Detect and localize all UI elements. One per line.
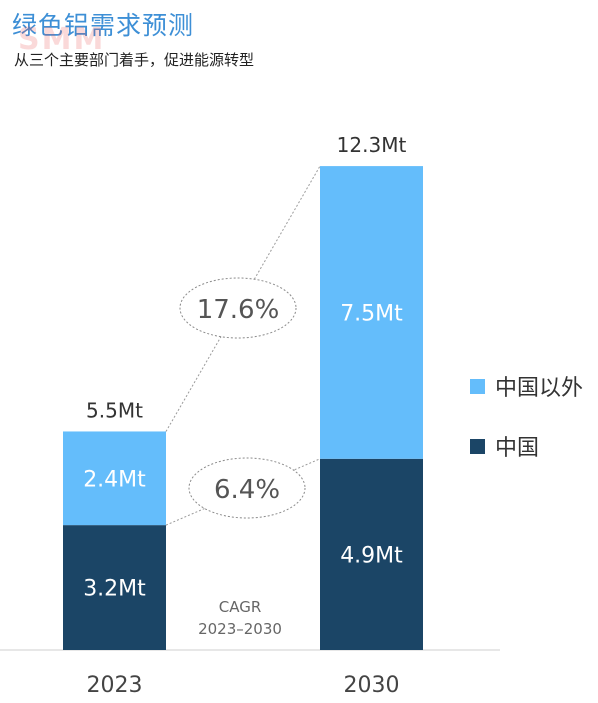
bar-segment-china xyxy=(320,458,423,650)
bar-value-label: 4.9Mt xyxy=(340,543,403,568)
cagr-value-china: 6.4% xyxy=(214,475,280,505)
cagr-period: 2023–2030 xyxy=(198,620,282,638)
legend-item-china: 中国 xyxy=(470,430,539,462)
bar-value-label: 2.4Mt xyxy=(83,467,146,492)
cagr-ellipse-outside-china xyxy=(179,277,297,339)
watermark-logo: SMM xyxy=(18,22,106,57)
legend-label-outside-china: 中国以外 xyxy=(495,376,584,401)
legend-swatch-china xyxy=(470,438,485,454)
x-tick-label: 2030 xyxy=(344,673,400,698)
chart-title: 绿色铝需求预测 xyxy=(12,11,195,40)
bar-segment-outside-china xyxy=(320,166,423,459)
legend-swatch-outside-china xyxy=(470,378,485,394)
chart-subtitle: 从三个主要部门着手，促进能源转型 xyxy=(14,51,255,69)
bar-segment-china xyxy=(63,525,166,650)
bar-value-label: 3.2Mt xyxy=(83,577,146,602)
bar-segment-outside-china xyxy=(63,431,166,526)
cagr-value-outside-china: 17.6% xyxy=(197,295,280,325)
legend-item-outside-china: 中国以外 xyxy=(470,370,583,402)
bar-value-label: 7.5Mt xyxy=(340,301,403,326)
cagr-caption: CAGR xyxy=(219,598,262,616)
cagr-ellipse-china xyxy=(188,457,306,519)
x-tick-label: 2023 xyxy=(87,673,143,698)
bar-total-label: 12.3Mt xyxy=(337,133,407,157)
bar-total-label: 5.5Mt xyxy=(86,398,143,422)
legend-label-china: 中国 xyxy=(495,436,540,461)
